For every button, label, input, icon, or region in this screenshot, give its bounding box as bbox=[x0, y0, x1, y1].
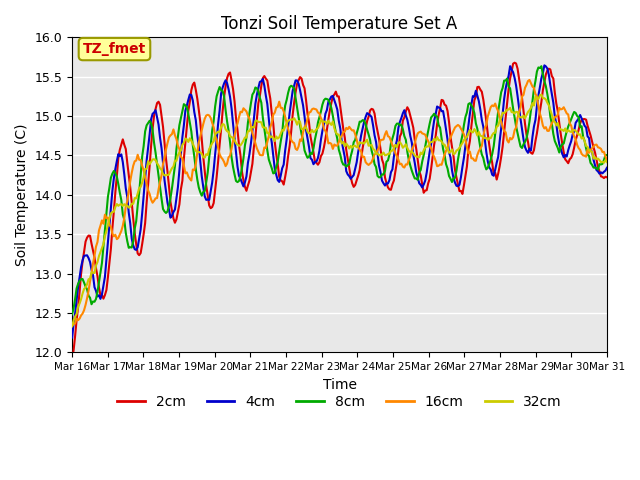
Y-axis label: Soil Temperature (C): Soil Temperature (C) bbox=[15, 123, 29, 266]
Text: TZ_fmet: TZ_fmet bbox=[83, 42, 146, 56]
Title: Tonzi Soil Temperature Set A: Tonzi Soil Temperature Set A bbox=[221, 15, 458, 33]
Legend: 2cm, 4cm, 8cm, 16cm, 32cm: 2cm, 4cm, 8cm, 16cm, 32cm bbox=[111, 389, 568, 415]
X-axis label: Time: Time bbox=[323, 377, 356, 392]
